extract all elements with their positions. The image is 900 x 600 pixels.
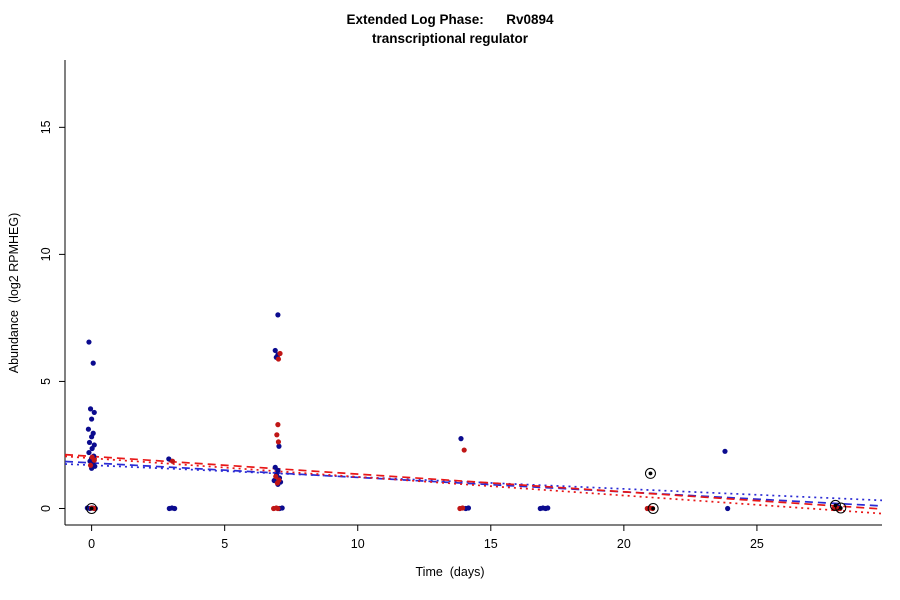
data-point-condition-blue: [86, 449, 92, 456]
x-tick-label: 0: [88, 537, 95, 551]
data-point-condition-blue: [545, 505, 551, 511]
flagged-point-dot: [89, 506, 94, 511]
flagged-point-ring: [835, 502, 847, 514]
data-point-condition-red: [91, 457, 97, 463]
trend-line-red-dotted: [64, 455, 883, 515]
flagged-point-ring: [829, 499, 841, 511]
trend-line-red-dashed: [64, 453, 883, 510]
data-point-condition-blue: [89, 445, 95, 452]
data-point-condition-blue: [465, 505, 472, 511]
flagged-point-ring: [644, 467, 656, 479]
data-point-condition-blue: [172, 505, 178, 512]
x-tick-label: 5: [221, 537, 228, 551]
x-tick-label: 15: [484, 537, 498, 551]
data-point-condition-blue: [279, 505, 285, 511]
data-point-condition-blue: [275, 312, 281, 318]
flagged-point-ring: [647, 502, 659, 514]
data-point-condition-blue: [166, 456, 172, 462]
data-point-condition-blue: [275, 467, 281, 473]
data-point-condition-blue: [722, 448, 728, 454]
y-tick-label: 15: [39, 120, 53, 134]
data-point-condition-red: [461, 447, 467, 453]
data-point-condition-red: [274, 432, 280, 438]
data-point-condition-red: [169, 458, 176, 464]
x-axis-label: Time (days): [415, 565, 485, 579]
x-tick-label: 10: [351, 537, 365, 551]
y-tick-label: 10: [39, 247, 53, 261]
chart-title: Extended Log Phase: Rv0894: [346, 12, 554, 27]
data-point-condition-blue: [458, 436, 464, 442]
flagged-point-dot: [648, 471, 653, 476]
chart-subtitle: transcriptional regulator: [371, 31, 529, 46]
data-point-condition-red: [459, 505, 466, 511]
data-point-condition-red: [275, 439, 282, 445]
data-point-condition-blue: [272, 347, 278, 354]
data-point-condition-blue: [86, 339, 92, 345]
y-tick-label: 5: [39, 378, 53, 385]
data-point-condition-red: [87, 462, 94, 468]
x-tick-label: 25: [750, 537, 764, 551]
y-tick-label: 0: [39, 505, 53, 512]
data-point-condition-blue: [86, 439, 93, 446]
data-point-condition-red: [275, 356, 282, 362]
data-point-condition-blue: [725, 505, 731, 512]
data-point-condition-red: [275, 505, 281, 512]
data-point-condition-blue: [85, 426, 92, 432]
trend-line-blue-dashed: [64, 460, 883, 507]
data-point-condition-red: [277, 350, 283, 357]
data-point-condition-blue: [90, 360, 96, 366]
data-point-condition-blue: [89, 416, 95, 422]
flagged-point-dot: [651, 506, 656, 511]
data-point-condition-blue: [91, 409, 97, 416]
flagged-point-ring: [86, 502, 98, 514]
x-tick-label: 20: [617, 537, 631, 551]
y-axis-label: Abundance (log2 RPMHEG): [7, 212, 21, 374]
data-point-condition-blue: [89, 434, 95, 440]
data-point-condition-red: [275, 422, 281, 428]
flagged-point-dot: [838, 506, 843, 510]
data-point-condition-blue: [276, 443, 282, 449]
data-point-condition-red: [274, 480, 280, 486]
data-point-condition-red: [273, 473, 279, 480]
data-point-condition-blue: [87, 406, 94, 412]
